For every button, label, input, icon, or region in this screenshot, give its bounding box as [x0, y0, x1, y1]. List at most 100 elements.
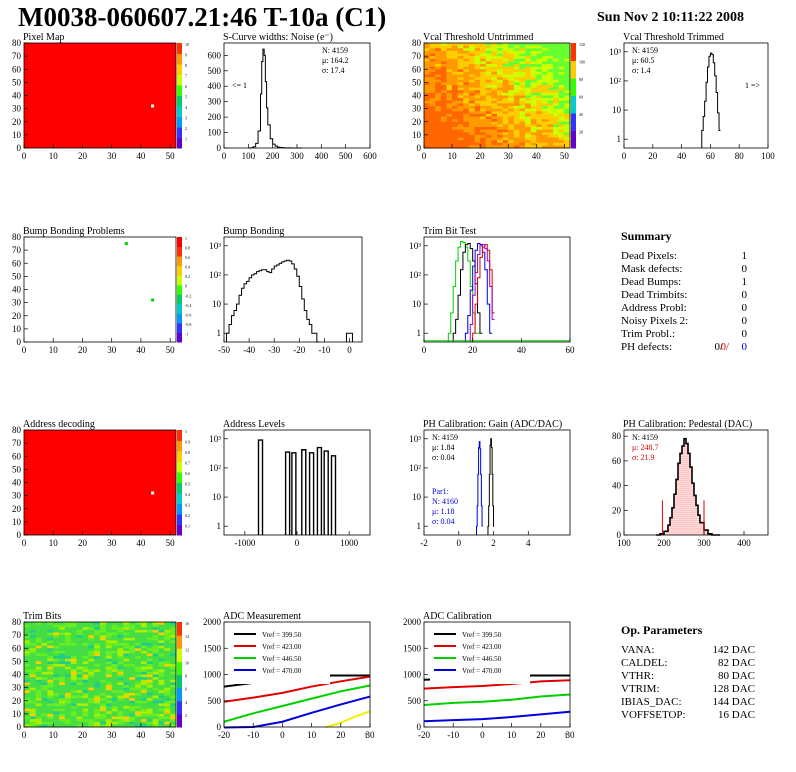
heatmap-cell [94, 692, 101, 696]
heatmap-cell [140, 703, 148, 707]
heatmap-cell [513, 95, 520, 99]
heatmap-cell [452, 50, 459, 54]
heatmap-cell [41, 721, 48, 725]
heatmap-cell [88, 682, 95, 686]
heatmap-cell [146, 640, 154, 644]
x-tick-label: 20 [536, 730, 546, 740]
heatmap-cell [100, 706, 107, 710]
heatmap-cell [446, 106, 453, 110]
heatmap-cell [502, 90, 509, 94]
heatmap-cell [111, 692, 119, 696]
heatmap-cell [558, 116, 565, 120]
heatmap-cell [463, 137, 470, 141]
x-tick-label: 4 [526, 538, 531, 548]
heatmap-cell [70, 653, 78, 657]
heatmap-cell [536, 108, 543, 112]
heatmap-cell [117, 643, 124, 647]
heatmap-cell [457, 61, 464, 65]
x-axis-unit: τ [364, 730, 368, 740]
x-tick-label: 10 [307, 730, 317, 740]
heatmap-cell [59, 724, 66, 728]
heatmap-cell [502, 142, 509, 146]
heatmap-cell [94, 658, 101, 662]
heatmap-cell [457, 119, 464, 123]
heatmap-cell [457, 69, 464, 73]
heatmap-cell [117, 666, 124, 670]
heatmap-cell [88, 635, 95, 639]
heatmap-cell [94, 724, 101, 728]
heatmap-cell [140, 645, 148, 649]
color-scale-cell [571, 130, 576, 149]
heatmap-cell [564, 79, 571, 83]
heatmap-cell [94, 679, 101, 683]
heatmap-cell [446, 82, 453, 86]
heatmap-cell [452, 103, 459, 107]
heatmap-cell [158, 635, 165, 639]
heatmap-cell [64, 658, 72, 662]
heatmap-cell [152, 698, 159, 702]
heatmap-cell [76, 640, 83, 644]
heatmap-cell [135, 648, 142, 652]
heatmap-cell [502, 71, 509, 75]
heatmap-cell [146, 666, 154, 670]
heatmap-cell [53, 632, 60, 636]
heatmap-cell [105, 685, 113, 689]
heatmap-cell [35, 650, 43, 654]
summary-label: Mask defects: [621, 263, 683, 275]
legend-box [430, 626, 530, 684]
heatmap-cell [463, 85, 470, 89]
color-scale-cell [177, 648, 182, 662]
heatmap-cell [497, 100, 504, 104]
heatmap-cell [446, 45, 453, 49]
heatmap-cell [468, 56, 476, 60]
heatmap-cell [424, 100, 431, 104]
heatmap-cell [446, 43, 453, 47]
heatmap-cell [435, 66, 442, 70]
color-scale-cell [177, 95, 182, 107]
color-scale-cell [571, 113, 576, 131]
heatmap-cell [440, 74, 447, 78]
heatmap-cell [502, 82, 509, 86]
heatmap-cell [485, 92, 492, 96]
heatmap-cell [47, 708, 54, 712]
heatmap-cell [70, 698, 78, 702]
op-param-value: 80 DAC [718, 670, 755, 682]
heatmap-cell [474, 137, 481, 141]
heatmap-cell [513, 121, 520, 125]
heatmap-cell [88, 700, 95, 704]
heatmap-cell [446, 85, 453, 89]
heatmap-cell [70, 643, 78, 647]
heatmap-cell [35, 706, 43, 710]
heatmap-cell [76, 711, 83, 715]
color-scale-cell [177, 332, 182, 343]
heatmap-cell [463, 74, 470, 78]
heatmap-cell [485, 53, 492, 57]
heatmap-cell [463, 127, 470, 131]
heatmap-cell [474, 48, 481, 52]
y-tick-label: 80 [612, 431, 622, 441]
heatmap-cell [446, 132, 453, 136]
heatmap-cell [100, 721, 107, 725]
heatmap-cell [129, 698, 136, 702]
heatmap-cell [140, 719, 148, 723]
heatmap-cell [24, 703, 31, 707]
heatmap-cell [35, 648, 43, 652]
heatmap-cell [457, 121, 464, 125]
y-tick-label: 30 [412, 104, 422, 114]
op-param-value: 144 DAC [712, 696, 755, 708]
heatmap-cell [564, 127, 571, 131]
heatmap-cell [474, 69, 481, 73]
stats-line: Par1: [432, 487, 449, 496]
heatmap-cell [485, 129, 492, 133]
heatmap-cell [123, 674, 130, 678]
heatmap-cell [47, 700, 54, 704]
color-scale-label: 1 [185, 429, 187, 434]
y-tick-label: 60 [12, 64, 22, 74]
heatmap-cell [94, 721, 101, 725]
heatmap-cell [452, 100, 459, 104]
heatmap-cell [53, 645, 60, 649]
heatmap-cell [29, 719, 37, 723]
heatmap-cell [129, 679, 136, 683]
